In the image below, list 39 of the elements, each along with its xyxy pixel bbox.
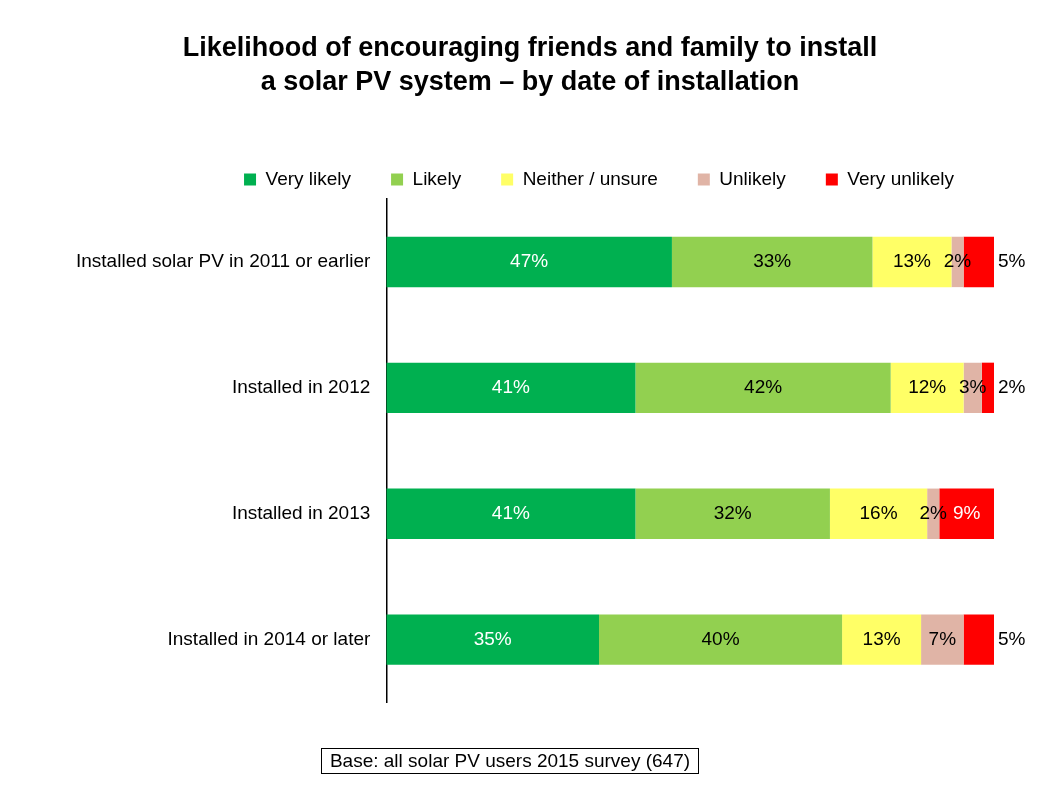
data-label: 5% [998,627,1026,649]
data-label: 5% [998,250,1026,272]
legend-label: Very unlikely [847,167,955,189]
legend-label: Neither / unsure [522,167,658,189]
data-label: 13% [862,627,901,649]
bar [963,614,994,665]
text: Base: all solar PV users 2015 survey (647) [320,748,700,774]
chart-title: Likelihood of encouraging friends and family to install a solar PV system – by date of installation [181,31,879,98]
data-label: 9% [952,501,981,523]
bar [386,362,636,414]
data-label: 40% [701,627,740,649]
data-label: 16% [859,501,898,523]
data-label: 42% [744,376,783,398]
bar [386,614,599,665]
data-label: 32% [713,501,752,523]
y-tick-label: Installed in 2012 [231,376,371,398]
data-label: 13% [892,250,932,272]
legend-label: Very likely [265,167,352,189]
data-label: 12% [908,376,947,398]
bar [635,362,891,414]
legend-label: Unlikely [719,167,787,189]
y-tick-label: Installed in 2013 [231,501,371,523]
legend-label: Likely [412,167,462,189]
data-label: 41% [491,501,530,523]
bar [921,614,964,665]
y-tick-label: Installed in 2014 or later [167,627,371,649]
bar [635,488,830,539]
bar [671,236,873,288]
bar [599,614,843,665]
data-label: 47% [510,250,549,272]
bar [386,488,636,539]
y-tick-label: Installed solar PV in 2011 or earlier [75,250,371,272]
bar [842,614,922,665]
data-label: 35% [473,627,512,649]
data-label: 2% [998,376,1026,398]
data-label: 41% [491,376,530,398]
data-label: 33% [753,250,792,272]
bar [386,236,672,288]
data-label: 7% [928,627,957,649]
